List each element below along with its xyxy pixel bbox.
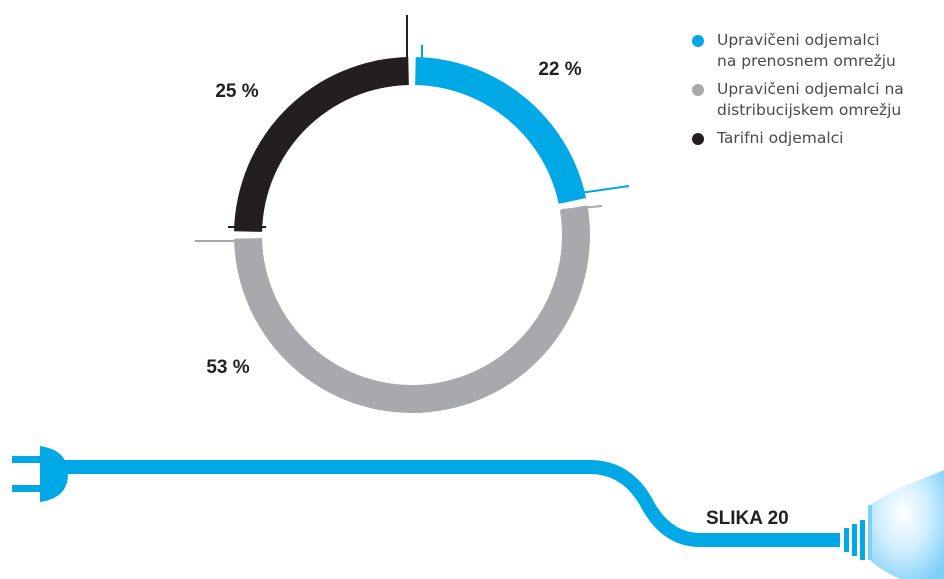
value-label: 53 % xyxy=(206,357,249,378)
legend-label: Upravičeni odjemalci na distribucijskem … xyxy=(717,80,904,119)
legend-marker xyxy=(692,35,704,47)
legend-label: Upravičeni odjemalci na prenosnem omrežj… xyxy=(717,31,896,70)
value-label: 22 % xyxy=(538,59,581,80)
donut xyxy=(234,57,590,413)
plug-decoration xyxy=(12,446,944,579)
donut-segment xyxy=(234,205,590,413)
legend-marker xyxy=(692,133,704,145)
legend-item: Upravičeni odjemalci na distribucijskem … xyxy=(692,79,944,121)
legend-item: Tarifni odjemalci xyxy=(692,128,944,149)
caption: SLIKA 20 xyxy=(706,508,789,529)
donut-segment xyxy=(234,57,409,232)
value-label: 25 % xyxy=(215,81,258,102)
legend-marker xyxy=(692,84,704,96)
legend-item: Upravičeni odjemalci na prenosnem omrežj… xyxy=(692,30,944,72)
legend: Upravičeni odjemalci na prenosnem omrežj… xyxy=(692,30,944,156)
donut-segment xyxy=(415,57,587,204)
legend-label: Tarifni odjemalci xyxy=(717,129,844,147)
